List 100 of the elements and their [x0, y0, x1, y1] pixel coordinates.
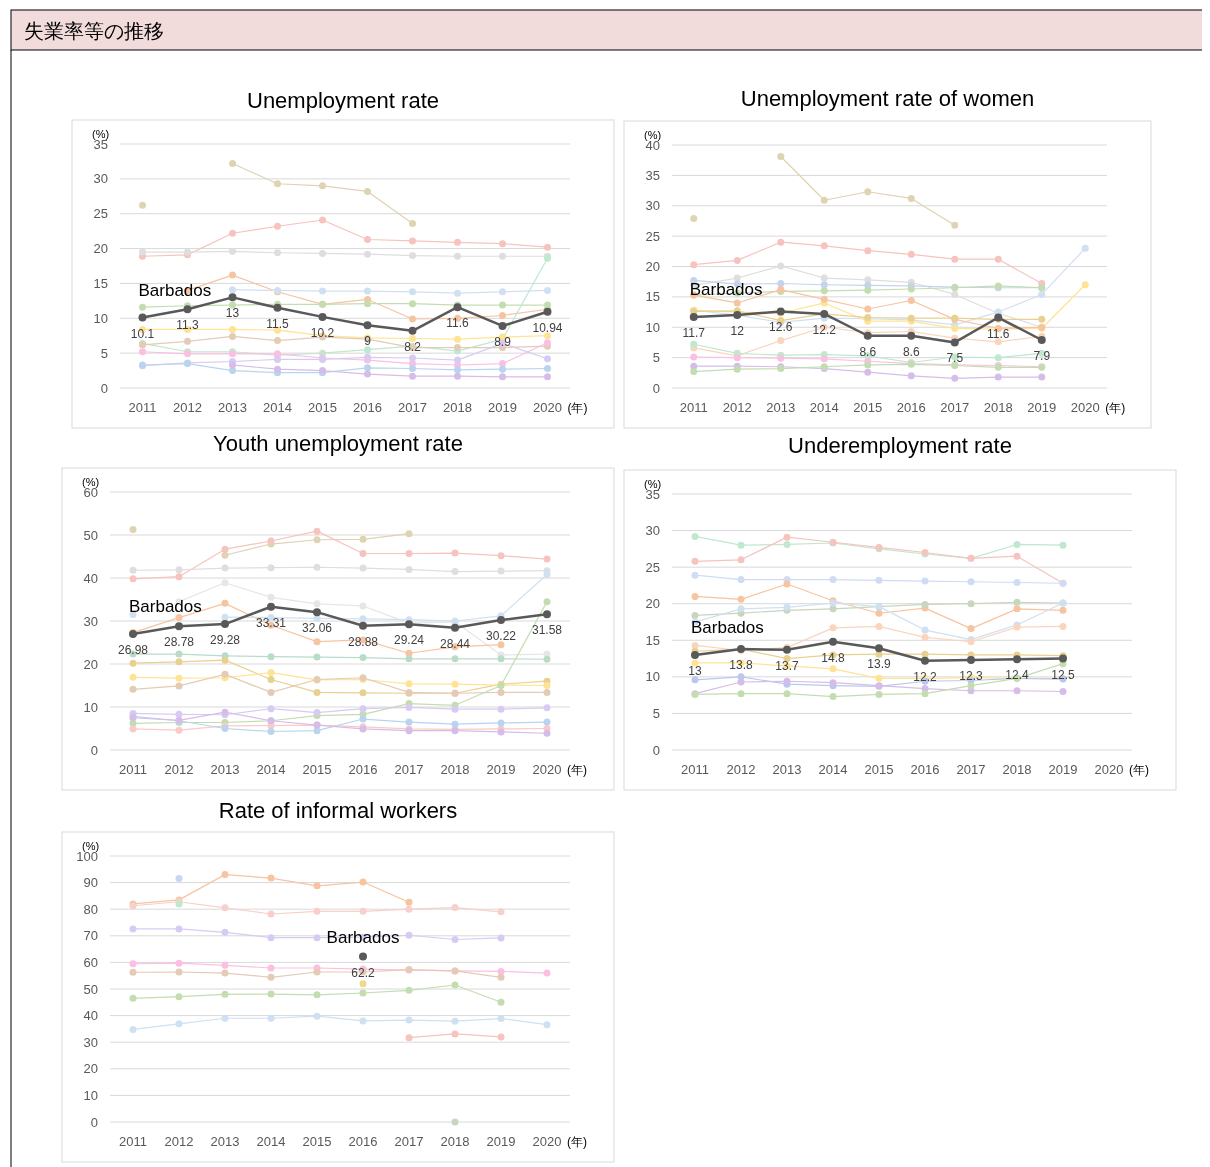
x-tick-label: 2014 [256, 762, 286, 777]
x-tick-label: 2019 [1048, 762, 1078, 777]
data-label: 14.8 [821, 650, 845, 665]
x-tick-label: 2017 [394, 1134, 424, 1149]
x-tick-label: 2011 [128, 400, 157, 415]
x-tick-label: 2015 [308, 400, 337, 415]
data-label: 28.44 [439, 636, 471, 651]
x-tick-label: 2017 [940, 400, 970, 415]
y-tick-label: 10 [645, 319, 660, 335]
y-tick-label: 25 [645, 228, 660, 244]
data-label: 10.94 [532, 320, 563, 335]
data-label: 12.6 [769, 320, 793, 335]
y-tick-label: 40 [83, 1008, 98, 1024]
data-label: 13 [688, 663, 702, 678]
x-tick-label: 2020 [1094, 762, 1124, 777]
data-label: 12.2 [913, 669, 937, 684]
x-tick-label: 2011 [679, 400, 708, 415]
x-tick-label: 2019 [486, 1134, 516, 1149]
y-tick-label: 20 [83, 656, 98, 672]
x-tick-label: 2017 [398, 400, 427, 415]
data-label: 11.6 [987, 326, 1010, 341]
data-label: 7.5 [946, 351, 964, 366]
data-label: 13.9 [867, 657, 891, 672]
data-label: 8.9 [494, 334, 512, 349]
y-tick-label: 10 [83, 699, 98, 715]
y-tick-label: 70 [83, 928, 98, 944]
x-tick-label: 2014 [263, 400, 292, 415]
y-tick-label: 15 [645, 632, 660, 648]
data-label: 12.3 [959, 669, 983, 684]
data-label: 11.5 [266, 316, 290, 331]
data-label: 12.5 [1051, 667, 1075, 682]
x-tick-label: 2017 [394, 762, 424, 777]
x-tick-label: 2012 [164, 762, 194, 777]
y-tick-label: 30 [645, 198, 660, 214]
y-tick-label: 0 [652, 380, 660, 396]
x-tick-label: 2013 [772, 762, 802, 777]
data-label: 62.2 [351, 965, 375, 980]
x-tick-label: 2018 [440, 762, 470, 777]
chart-title: Youth unemployment rate [213, 431, 463, 456]
chart-title: Underemployment rate [788, 433, 1012, 458]
x-axis-title: (年) [567, 1135, 587, 1149]
y-tick-label: 30 [83, 613, 98, 629]
x-tick-label: 2013 [766, 400, 796, 415]
series-label: Barbados [691, 617, 764, 637]
series-label: Barbados [129, 596, 202, 616]
data-label: 10.1 [130, 326, 155, 341]
x-tick-label: 2011 [119, 762, 147, 777]
data-label: 26.98 [117, 642, 149, 657]
y-tick-label: 25 [93, 206, 108, 222]
series-label: Barbados [689, 279, 763, 299]
series-label: Barbados [138, 280, 212, 300]
x-tick-label: 2011 [681, 762, 709, 777]
data-label: 29.28 [209, 633, 241, 648]
y-tick-label: 30 [645, 523, 660, 539]
y-tick-label: 0 [90, 742, 98, 758]
data-label: 12 [730, 324, 745, 339]
x-tick-label: 2019 [488, 400, 517, 415]
data-label: 31.58 [531, 623, 563, 638]
x-tick-label: 2014 [818, 762, 848, 777]
y-tick-label: 20 [93, 241, 108, 257]
y-tick-label: 40 [83, 570, 98, 586]
data-label: 11.6 [446, 316, 470, 331]
x-tick-label: 2014 [256, 1134, 286, 1149]
x-tick-label: 2012 [722, 400, 752, 415]
y-tick-label: 10 [83, 1087, 98, 1103]
data-label: 8.2 [404, 339, 422, 354]
x-tick-label: 2017 [956, 762, 986, 777]
y-tick-label: 25 [645, 559, 660, 575]
x-tick-label: 2015 [302, 762, 332, 777]
x-tick-label: 2018 [443, 400, 472, 415]
data-label: 9 [364, 334, 372, 349]
data-label: 10.2 [310, 325, 335, 340]
x-tick-label: 2012 [726, 762, 756, 777]
x-axis-title: (年) [1129, 763, 1149, 777]
series-label: Barbados [326, 927, 400, 947]
data-label: 28.88 [347, 634, 379, 649]
x-axis-title: (年) [567, 763, 587, 777]
y-tick-label: 5 [100, 345, 108, 361]
y-tick-label: 5 [652, 350, 660, 366]
data-label: 30.22 [485, 629, 517, 644]
x-tick-label: 2018 [1002, 762, 1032, 777]
x-tick-label: 2012 [164, 1134, 194, 1149]
data-label: 13.8 [729, 658, 753, 673]
data-label: 11.7 [682, 325, 706, 340]
x-tick-label: 2019 [486, 762, 516, 777]
x-tick-label: 2018 [440, 1134, 470, 1149]
y-tick-label: 20 [83, 1061, 98, 1077]
x-tick-label: 2020 [533, 400, 562, 415]
data-label: 13 [225, 306, 240, 321]
data-label: 13.7 [775, 658, 799, 673]
data-label: 12.4 [1005, 668, 1029, 683]
y-tick-label: 5 [652, 705, 660, 721]
y-tick-label: 0 [652, 742, 660, 758]
x-tick-label: 2014 [809, 400, 839, 415]
y-tick-label: 15 [93, 275, 108, 291]
text: 失業率等の推移 [24, 20, 164, 42]
data-label: 11.3 [176, 318, 200, 333]
x-tick-label: 2020 [532, 1134, 562, 1149]
y-tick-label: 0 [100, 380, 108, 396]
chart-title: Unemployment rate [247, 88, 439, 113]
